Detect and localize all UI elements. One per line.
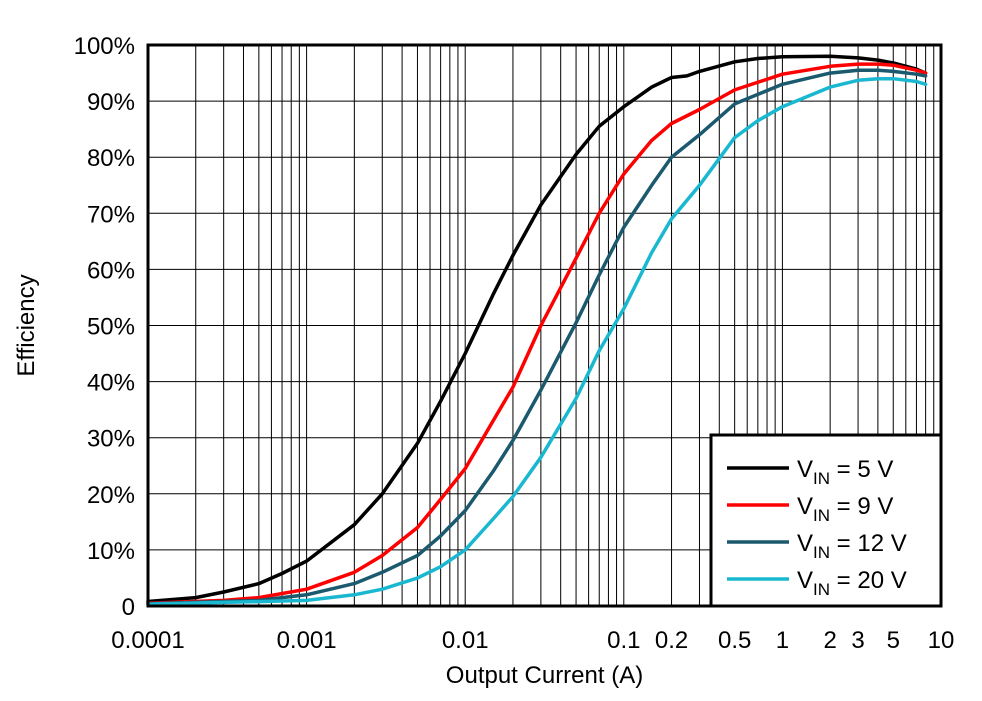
x-tick-label: 0.2 [655, 627, 688, 654]
y-tick-label: 70% [87, 201, 135, 228]
x-tick-label: 2 [823, 627, 836, 654]
y-tick-label: 90% [87, 89, 135, 116]
x-tick-label: 1 [776, 627, 789, 654]
series-lines [146, 54, 928, 607]
x-axis-label: Output Current (A) [446, 662, 643, 689]
x-tick-label: 0.001 [277, 627, 337, 654]
y-tick-label: 0 [122, 594, 135, 621]
y-tick-label: 80% [87, 145, 135, 172]
x-tick-label: 3 [851, 627, 864, 654]
legend-label-2: VIN = 9 V [797, 493, 893, 525]
x-tick-label: 0.1 [607, 627, 640, 654]
x-tick-label: 0.0001 [111, 627, 184, 654]
x-tick-labels: 0.0001 0.001 0.01 0.1 0.2 0.5 1 2 3 5 10 [111, 627, 954, 654]
series-line-4 [146, 76, 928, 607]
y-tick-label: 10% [87, 538, 135, 565]
y-tick-label: 40% [87, 370, 135, 397]
legend-label-3: VIN = 12 V [797, 530, 907, 562]
y-axis-label: Efficiency [13, 274, 40, 376]
plot-frame [146, 43, 943, 608]
y-tick-labels: 0 10% 20% 30% 40% 50% 60% 70% 80% 90% 100% [74, 33, 135, 621]
y-tick-label: 30% [87, 426, 135, 453]
series-line-2 [146, 62, 928, 605]
legend: VIN = 5 V VIN = 9 V VIN = 12 V VIN = 20 V [709, 433, 943, 608]
legend-label-4: VIN = 20 V [797, 567, 907, 599]
y-tick-label: 50% [87, 314, 135, 341]
y-tick-label: 60% [87, 257, 135, 284]
x-tick-label: 0.5 [718, 627, 751, 654]
y-tick-label: 100% [74, 33, 135, 60]
series-line-3 [146, 68, 928, 606]
legend-label-1: VIN = 5 V [797, 456, 893, 488]
x-tick-label: 5 [887, 627, 900, 654]
series-line-1 [146, 54, 928, 604]
x-tick-label: 10 [928, 627, 955, 654]
y-tick-label: 20% [87, 482, 135, 509]
x-tick-label: 0.01 [442, 627, 489, 654]
